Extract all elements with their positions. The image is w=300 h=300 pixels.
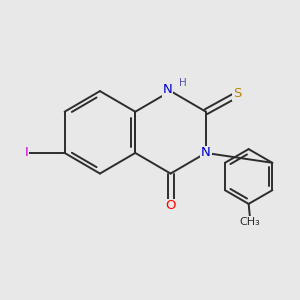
Text: N: N bbox=[201, 146, 211, 159]
Text: O: O bbox=[165, 200, 176, 212]
Text: N: N bbox=[163, 83, 172, 96]
Text: I: I bbox=[25, 146, 28, 159]
Text: CH₃: CH₃ bbox=[240, 217, 260, 226]
Text: H: H bbox=[179, 78, 187, 88]
Text: S: S bbox=[233, 87, 241, 100]
